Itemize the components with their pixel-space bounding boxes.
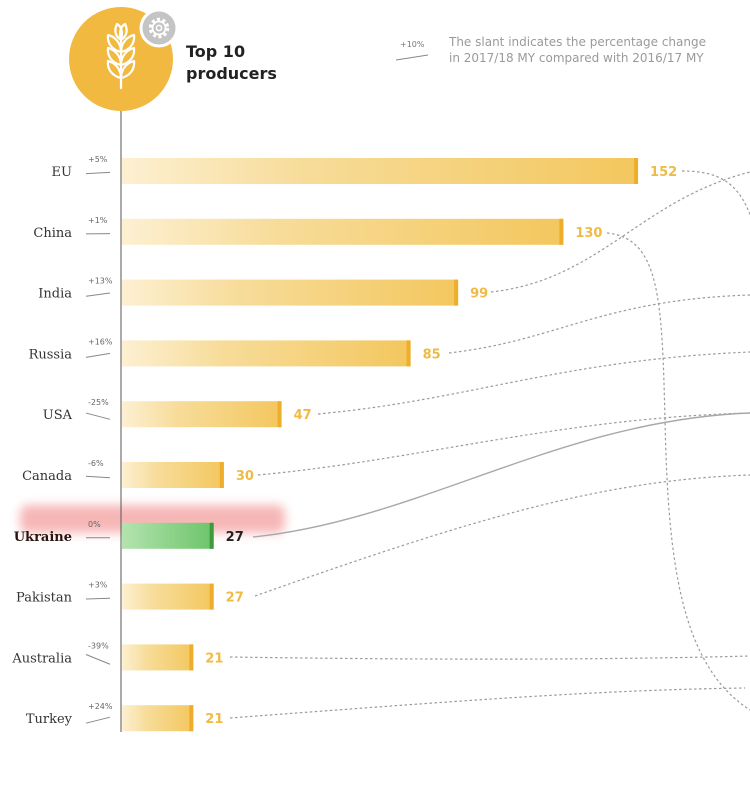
slant-legend-text-2: in 2017/18 MY compared with 2016/17 MY <box>449 51 704 65</box>
bar-australia <box>122 644 194 671</box>
bar-cap-russia <box>406 340 411 367</box>
category-label-usa: USA <box>43 408 73 423</box>
bar-cap-canada <box>219 462 224 488</box>
value-label-india: 99 <box>470 287 488 302</box>
value-label-turkey: 21 <box>205 712 223 727</box>
bar-cap-ukraine <box>209 522 214 549</box>
category-label-canada: Canada <box>22 469 72 484</box>
bar-usa <box>122 401 282 428</box>
slant-usa <box>85 412 111 420</box>
gear-icon[interactable] <box>139 8 179 48</box>
gear-icon-hole <box>155 24 163 32</box>
bar-india <box>122 279 459 306</box>
slant-pakistan <box>85 597 111 600</box>
pct-label-eu: +5% <box>88 155 108 164</box>
connector-lines <box>229 170 750 719</box>
slant-eu <box>85 171 111 175</box>
bar-cap-pakistan <box>209 583 214 610</box>
value-label-canada: 30 <box>236 469 254 484</box>
bar-cap-eu <box>634 158 639 184</box>
bar-cap-usa <box>277 401 282 428</box>
header-badge <box>69 7 179 111</box>
pct-label-ukraine: 0% <box>88 520 101 529</box>
connector-india <box>490 171 750 293</box>
slant-legend-line <box>395 54 429 61</box>
bar-eu <box>122 158 639 184</box>
value-label-ukraine: 27 <box>226 530 244 545</box>
pct-label-india: +13% <box>88 277 113 286</box>
pct-label-australia: -39% <box>88 641 109 650</box>
bar-cap-china <box>559 218 564 245</box>
value-label-australia: 21 <box>205 651 223 666</box>
pct-label-usa: -25% <box>88 398 109 407</box>
chart-title-line1: Top 10 <box>186 42 245 61</box>
gear-icon-bg <box>139 8 179 48</box>
connector-eu <box>681 170 750 217</box>
slant-canada <box>85 475 111 479</box>
bar-cap-australia <box>189 644 194 671</box>
bar-ukraine <box>122 522 214 549</box>
connector-turkey <box>229 687 746 719</box>
category-label-ukraine: Ukraine <box>14 530 72 545</box>
category-label-pakistan: Pakistan <box>16 591 73 606</box>
connector-australia <box>229 655 750 660</box>
value-label-eu: 152 <box>650 165 677 180</box>
pct-label-turkey: +24% <box>88 702 113 711</box>
category-label-russia: Russia <box>29 347 73 362</box>
bar-cap-turkey <box>189 705 194 732</box>
gear-icon-teeth <box>148 17 170 39</box>
bar-pakistan <box>122 583 214 610</box>
chart-title-line2: producers <box>186 64 277 83</box>
bars-layer: EU +5% 152 China +1% 130 India +13% 99 Russia +16%… <box>11 155 677 732</box>
bar-canada <box>122 462 224 488</box>
slant-india <box>85 292 111 297</box>
connector-russia <box>448 294 750 354</box>
pct-label-russia: +16% <box>88 337 113 346</box>
pct-label-pakistan: +3% <box>88 581 108 590</box>
slant-russia <box>85 352 111 358</box>
value-label-usa: 47 <box>294 408 312 423</box>
connector-ukraine <box>252 412 750 538</box>
category-label-china: China <box>33 226 72 241</box>
pct-label-canada: -6% <box>88 459 104 468</box>
bar-cap-india <box>454 279 459 306</box>
connector-china <box>606 232 750 711</box>
category-label-india: India <box>38 287 72 302</box>
bar-china <box>122 218 564 245</box>
connector-pakistan <box>254 474 750 597</box>
slant-legend-text-1: The slant indicates the percentage chang… <box>448 35 706 49</box>
pct-label-china: +1% <box>88 216 108 225</box>
category-label-eu: EU <box>52 165 72 180</box>
bar-russia <box>122 340 411 367</box>
slant-turkey <box>85 716 111 724</box>
connector-canada <box>257 412 750 476</box>
category-label-turkey: Turkey <box>26 712 73 727</box>
category-label-australia: Australia <box>11 651 72 666</box>
value-label-pakistan: 27 <box>226 591 244 606</box>
slant-australia <box>85 654 111 665</box>
gear-icon-ring <box>151 20 167 36</box>
highlight-band <box>20 505 285 533</box>
value-label-china: 130 <box>575 226 602 241</box>
slant-legend: +10% The slant indicates the percentage … <box>395 35 706 65</box>
bar-turkey <box>122 705 194 732</box>
wheat-icon <box>106 22 136 90</box>
slant-legend-pct: +10% <box>400 40 425 49</box>
value-label-russia: 85 <box>423 347 441 362</box>
